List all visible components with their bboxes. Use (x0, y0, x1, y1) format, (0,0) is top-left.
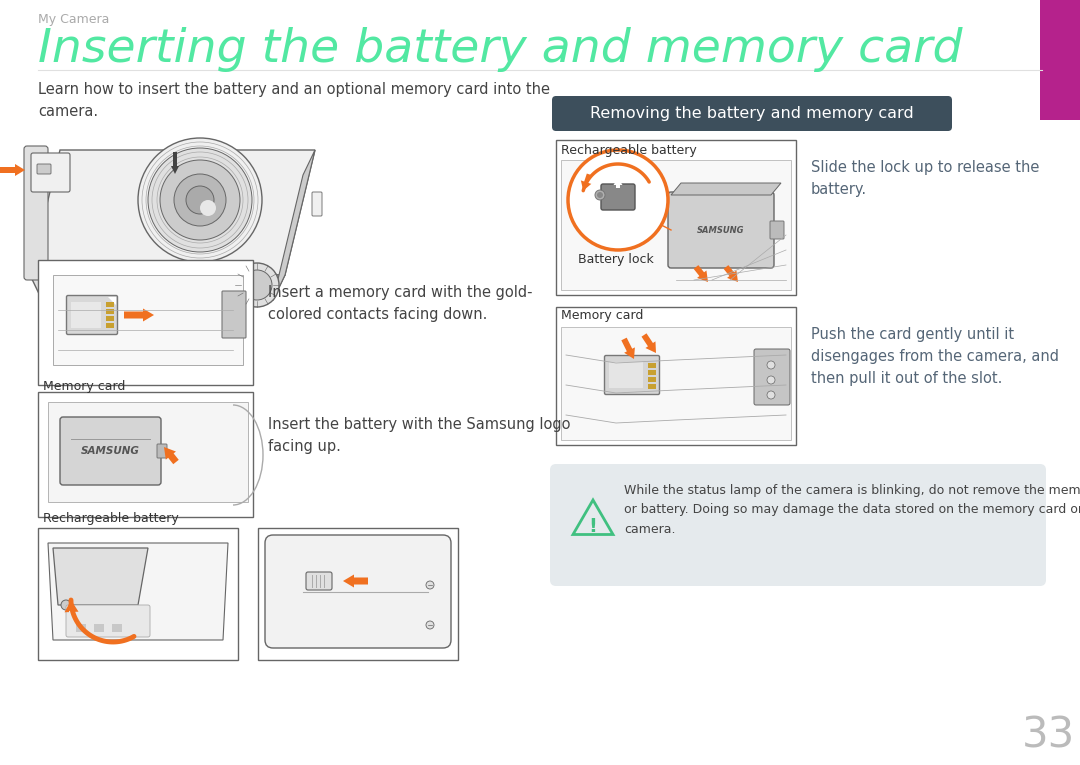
Circle shape (426, 581, 434, 589)
Circle shape (767, 391, 775, 399)
Circle shape (767, 376, 775, 384)
Polygon shape (171, 152, 179, 174)
Bar (94, 624, 104, 632)
Bar (106, 309, 114, 314)
Text: SAMSUNG: SAMSUNG (698, 226, 745, 235)
Text: Slide the lock up to release the
battery.: Slide the lock up to release the battery… (811, 160, 1039, 197)
Circle shape (597, 192, 603, 198)
Circle shape (186, 186, 214, 214)
Bar (609, 362, 643, 388)
Circle shape (174, 174, 226, 226)
Polygon shape (671, 183, 781, 195)
FancyBboxPatch shape (157, 444, 167, 458)
Polygon shape (724, 265, 738, 282)
Polygon shape (561, 160, 791, 290)
Polygon shape (0, 164, 25, 176)
Polygon shape (561, 327, 791, 440)
Polygon shape (30, 275, 285, 300)
Circle shape (228, 281, 242, 295)
Bar (106, 316, 114, 321)
FancyBboxPatch shape (53, 282, 117, 304)
Polygon shape (613, 178, 622, 188)
Text: Inserting the battery and memory card: Inserting the battery and memory card (38, 27, 962, 72)
Bar (106, 302, 114, 307)
Text: Rechargeable battery: Rechargeable battery (561, 144, 697, 157)
Polygon shape (693, 265, 708, 282)
Bar (1040, 0, 1080, 120)
Text: Memory card: Memory card (561, 309, 644, 322)
FancyBboxPatch shape (600, 184, 635, 210)
Text: Rechargeable battery: Rechargeable battery (43, 512, 179, 525)
FancyBboxPatch shape (605, 356, 660, 395)
Bar (112, 624, 122, 632)
Text: 33: 33 (1022, 714, 1075, 756)
FancyBboxPatch shape (770, 221, 784, 239)
FancyBboxPatch shape (669, 192, 774, 268)
Polygon shape (53, 275, 243, 365)
Text: Insert a memory card with the gold-
colored contacts facing down.: Insert a memory card with the gold- colo… (268, 285, 532, 322)
Circle shape (595, 190, 605, 200)
FancyBboxPatch shape (754, 349, 789, 405)
Bar (648, 363, 656, 368)
Bar (258, 528, 458, 660)
Circle shape (426, 621, 434, 629)
FancyBboxPatch shape (265, 535, 451, 648)
Circle shape (138, 138, 262, 262)
Polygon shape (48, 402, 248, 502)
Polygon shape (53, 548, 148, 605)
Circle shape (235, 263, 279, 307)
Polygon shape (642, 334, 656, 353)
Text: Memory card: Memory card (43, 380, 125, 393)
FancyBboxPatch shape (67, 295, 118, 334)
Polygon shape (273, 150, 315, 300)
Text: Learn how to insert the battery and an optional memory card into the
camera.: Learn how to insert the battery and an o… (38, 82, 550, 119)
Text: SAMSUNG: SAMSUNG (81, 446, 139, 456)
Polygon shape (581, 174, 591, 190)
Circle shape (60, 600, 71, 610)
FancyBboxPatch shape (306, 572, 332, 590)
Polygon shape (108, 297, 116, 305)
Circle shape (767, 361, 775, 369)
Bar (648, 384, 656, 389)
Bar (38, 392, 253, 517)
Polygon shape (65, 600, 79, 612)
Polygon shape (30, 150, 315, 275)
Text: Push the card gently until it
disengages from the camera, and
then pull it out o: Push the card gently until it disengages… (811, 327, 1059, 386)
FancyBboxPatch shape (66, 605, 150, 637)
Polygon shape (164, 447, 178, 464)
Text: Battery lock: Battery lock (578, 253, 653, 266)
Circle shape (148, 148, 252, 252)
FancyBboxPatch shape (31, 153, 70, 192)
Circle shape (200, 200, 216, 216)
FancyBboxPatch shape (222, 291, 246, 338)
Circle shape (242, 270, 272, 300)
Bar (556, 307, 796, 445)
Circle shape (568, 150, 669, 250)
Text: While the status lamp of the camera is blinking, do not remove the memory card
o: While the status lamp of the camera is b… (624, 484, 1080, 536)
FancyBboxPatch shape (60, 417, 161, 485)
Bar (71, 302, 102, 328)
FancyBboxPatch shape (550, 464, 1047, 586)
Text: Removing the battery and memory card: Removing the battery and memory card (590, 106, 914, 121)
Text: My Camera: My Camera (38, 13, 109, 26)
FancyBboxPatch shape (24, 146, 48, 280)
Circle shape (160, 160, 240, 240)
Bar (648, 377, 656, 382)
Bar (38, 260, 253, 385)
Bar (76, 624, 86, 632)
Polygon shape (124, 308, 154, 321)
Bar (106, 323, 114, 328)
Bar (38, 528, 238, 660)
Bar (648, 370, 656, 375)
Text: !: ! (589, 517, 597, 536)
FancyBboxPatch shape (312, 192, 322, 216)
Polygon shape (48, 543, 228, 640)
Text: Insert the battery with the Samsung logo
facing up.: Insert the battery with the Samsung logo… (268, 417, 570, 454)
Polygon shape (621, 337, 635, 359)
Bar (556, 140, 796, 295)
Polygon shape (343, 575, 368, 588)
FancyBboxPatch shape (37, 164, 51, 174)
FancyBboxPatch shape (552, 96, 951, 131)
